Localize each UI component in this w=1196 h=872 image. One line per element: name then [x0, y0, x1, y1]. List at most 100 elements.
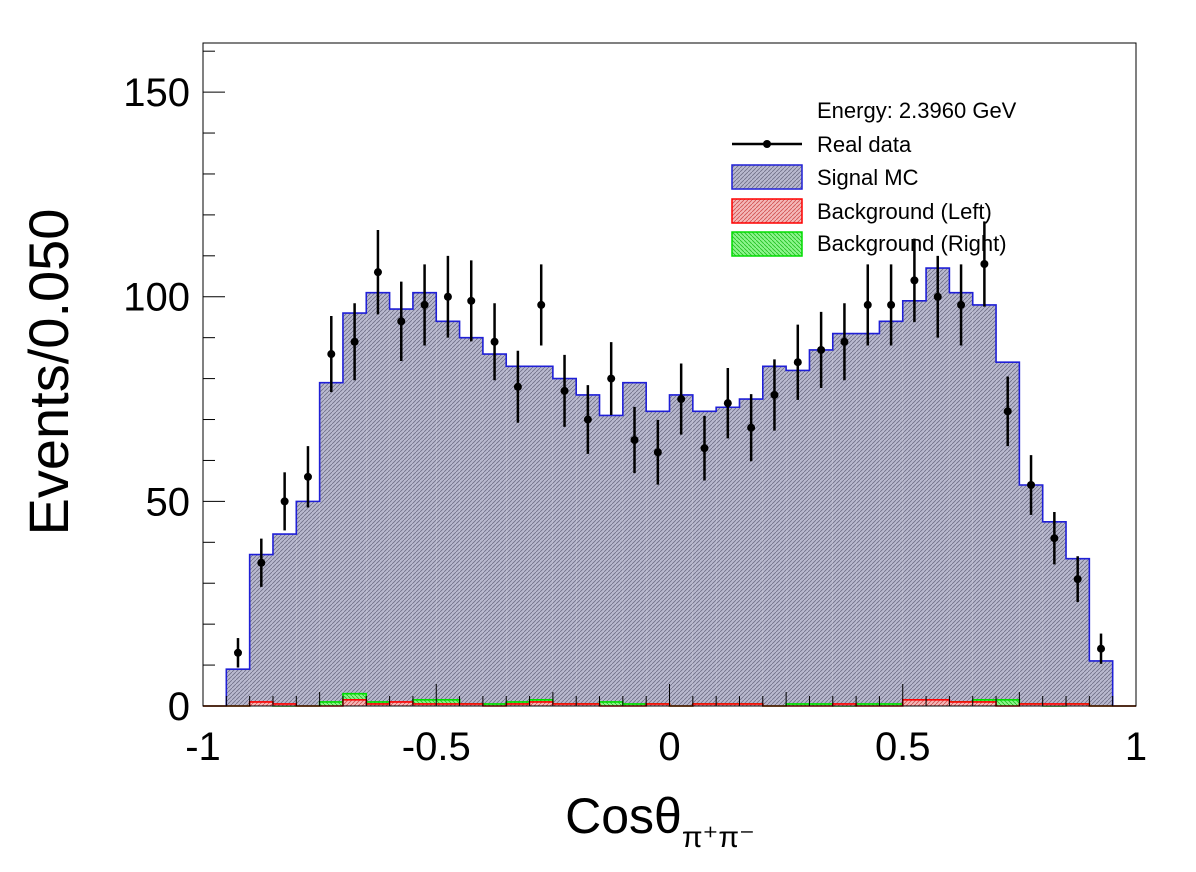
data-point [280, 497, 289, 506]
data-point [957, 300, 966, 309]
legend-swatch-bkg-right [731, 231, 803, 257]
signal-mc-bar [1066, 558, 1090, 706]
legend-marker-dot [763, 140, 771, 148]
signal-mc-bar [646, 411, 670, 706]
data-point [1050, 534, 1059, 543]
legend-swatch-bkg-left [731, 198, 803, 224]
data-point [350, 337, 359, 346]
data-point [607, 374, 616, 383]
background-left-bar [459, 703, 483, 706]
background-left-bar [902, 699, 927, 706]
data-point [677, 395, 686, 404]
signal-mc-bar [786, 370, 810, 706]
data-point [1097, 644, 1106, 653]
y-tick-label: 150 [123, 71, 190, 115]
background-right-bar [996, 699, 1020, 706]
signal-mc-bar [226, 669, 250, 706]
y-tick-label: 0 [168, 685, 190, 729]
signal-mc-bar [436, 321, 460, 706]
data-point [910, 276, 919, 285]
signal-mc-bar [529, 366, 553, 706]
x-axis-title: Cosθπ⁺π⁻ [565, 788, 755, 854]
signal-mc-bar [296, 501, 320, 706]
axes: 0 50 100 150 -1 -0.5 0 0.5 1 [123, 50, 1147, 769]
signal-mc-bar [926, 268, 950, 706]
data-point [747, 423, 756, 432]
signal-mc-bar [879, 321, 903, 706]
data-point [770, 390, 779, 399]
y-tick-label: 50 [146, 480, 191, 524]
data-point [257, 558, 266, 567]
signal-mc-bar [459, 337, 483, 706]
background-right-bar [482, 703, 507, 706]
signal-mc-bar [576, 394, 600, 706]
background-left-bar [1019, 703, 1043, 706]
background-left-bar [552, 703, 577, 706]
legend-entry-background-right: Background (Right) [731, 231, 1007, 257]
signal-mc-bar [249, 554, 273, 706]
signal-mc-bar [809, 349, 833, 706]
signal-mc-bar [319, 382, 343, 706]
signal-mc-bar [902, 300, 927, 706]
background-left-bar [692, 703, 717, 706]
signal-mc-bar [832, 333, 857, 706]
background-left-bar [972, 701, 997, 706]
data-point [700, 444, 709, 453]
y-axis-title: Events/0.050 [17, 209, 80, 536]
signal-mc-bar [996, 362, 1020, 706]
x-axis-title-subscript: π⁺π⁻ [682, 821, 755, 854]
data-point [630, 435, 639, 444]
signal-mc-bar [949, 292, 973, 706]
background-right-bar [599, 701, 623, 706]
data-point [1027, 481, 1036, 489]
data-point [397, 317, 406, 326]
background-right-bar [786, 703, 810, 706]
legend-label-background-left: Background (Left) [817, 199, 992, 224]
legend-entry-real-data: Real data [732, 132, 912, 157]
x-axis-title-main: Cosθ [565, 788, 682, 844]
data-point [513, 382, 522, 391]
x-tick-label: -0.5 [402, 725, 471, 769]
data-point [933, 292, 942, 301]
background-left-bar [249, 701, 273, 706]
signal-mc-bar [599, 415, 623, 706]
data-point [840, 337, 849, 346]
background-left-bar [576, 703, 600, 706]
signal-mc-bar [1019, 485, 1043, 706]
data-point [863, 300, 872, 309]
background-left-bar [1042, 703, 1067, 706]
data-point [560, 386, 569, 395]
legend-title: Energy: 2.3960 GeV [817, 98, 1017, 123]
background-right-bar [412, 699, 437, 706]
signal-mc-bar [412, 292, 437, 706]
data-point [817, 345, 826, 354]
legend-label-real-data: Real data [817, 132, 912, 157]
background-left-bar [646, 703, 670, 706]
signal-mc-bar [272, 534, 297, 706]
data-point [1073, 575, 1082, 584]
background-right-bar [622, 703, 647, 706]
background-left-bar [529, 701, 553, 706]
background-left-bar [739, 703, 763, 706]
data-point [793, 358, 802, 367]
plot-area [203, 221, 1136, 707]
signal-mc-bar [762, 366, 787, 706]
signal-mc-bar [856, 333, 880, 706]
signal-mc-bar [342, 313, 367, 706]
legend: Energy: 2.3960 GeV Real data Signal MC B… [731, 98, 1017, 257]
y-tick-label: 100 [123, 276, 190, 320]
background-right-bar [879, 703, 903, 706]
signal-mc-bar [716, 407, 740, 706]
x-tick-label: 0.5 [875, 725, 931, 769]
signal-mc-bar [552, 378, 577, 706]
data-point [233, 648, 242, 657]
legend-label-background-right: Background (Right) [817, 231, 1007, 256]
signal-mc-bar [366, 292, 390, 706]
data-point [723, 399, 732, 408]
data-point [537, 300, 546, 309]
background-left-bar [272, 703, 297, 706]
background-left-bar [949, 701, 973, 706]
background-left-bar [342, 699, 367, 706]
data-point [443, 292, 452, 301]
